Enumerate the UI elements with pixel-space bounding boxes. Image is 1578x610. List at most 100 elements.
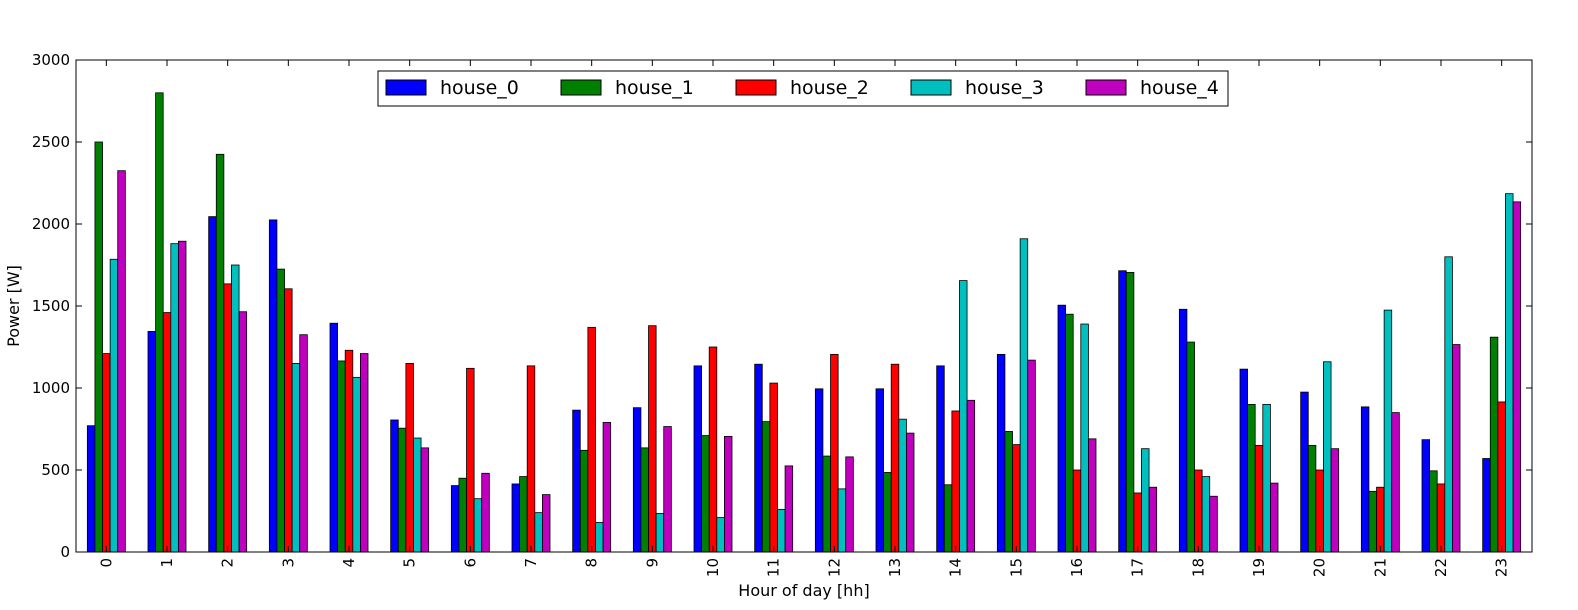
legend-label-house_3: house_3 — [965, 77, 1044, 99]
bar-house_3-17 — [1141, 448, 1150, 553]
bar-house_3-8 — [595, 522, 604, 553]
bar-house_3-0 — [109, 258, 119, 553]
legend-swatch-house_1 — [560, 79, 602, 96]
bar-house_2-0 — [102, 353, 111, 553]
bar-house_0-1 — [147, 331, 156, 553]
bar-house_1-6 — [458, 477, 467, 553]
legend-label-house_2: house_2 — [790, 77, 869, 99]
x-tick-label: 16 — [1068, 558, 1086, 577]
bar-house_4-8 — [602, 422, 612, 553]
bar-house_1-3 — [276, 268, 285, 553]
bar-house_0-3 — [268, 219, 278, 553]
bar-house_2-9 — [648, 325, 657, 553]
bar-house_4-9 — [663, 426, 672, 553]
x-tick-label: 21 — [1371, 558, 1389, 577]
bar-house_0-5 — [390, 419, 399, 553]
bar-house_0-2 — [208, 216, 217, 553]
y-tick-label: 3000 — [32, 51, 70, 69]
bar-house_1-22 — [1429, 470, 1438, 553]
bar-house_0-7 — [511, 483, 520, 553]
bar-house_4-5 — [420, 447, 430, 553]
bar-house_0-11 — [754, 363, 763, 553]
bar-house_4-21 — [1391, 412, 1400, 553]
bar-house_3-16 — [1080, 323, 1089, 553]
legend-swatch-house_2 — [735, 79, 777, 96]
legend-swatch-house_3 — [910, 79, 952, 96]
bar-house_1-2 — [215, 153, 225, 553]
x-tick-label: 0 — [97, 558, 115, 568]
bar-house_0-10 — [693, 365, 702, 553]
x-tick-label: 22 — [1432, 558, 1450, 577]
bar-house_1-9 — [640, 447, 649, 553]
y-tick-label: 0 — [60, 543, 70, 561]
bar-house_3-20 — [1323, 361, 1332, 553]
bar-house_4-15 — [1027, 359, 1036, 553]
bar-house_2-6 — [466, 367, 475, 553]
x-tick-label: 23 — [1493, 558, 1511, 577]
bar-house_3-7 — [534, 512, 543, 553]
bar-house_0-4 — [329, 322, 338, 553]
bar-house_4-3 — [299, 334, 308, 553]
bar-house_0-12 — [814, 388, 824, 553]
x-tick-label: 14 — [947, 558, 965, 577]
bar-house_1-12 — [822, 455, 831, 553]
bar-house_4-7 — [542, 494, 551, 553]
bar-house_0-15 — [996, 353, 1006, 553]
bar-house_1-23 — [1489, 336, 1499, 553]
x-tick-label: 15 — [1007, 558, 1025, 577]
x-axis-label: Hour of day [hh] — [738, 581, 869, 600]
bar-house_2-22 — [1436, 483, 1446, 553]
bar-house_4-12 — [845, 456, 854, 553]
y-tick-label: 500 — [41, 461, 70, 479]
bar-house_4-13 — [906, 432, 915, 553]
bar-house_1-21 — [1368, 490, 1377, 553]
bar-house_1-15 — [1004, 431, 1013, 553]
x-tick-label: 1 — [158, 558, 176, 568]
bar-house_0-21 — [1360, 406, 1370, 553]
legend-label-house_1: house_1 — [615, 77, 694, 99]
legend: house_0 house_1 house_2 house_3 house_4 — [377, 70, 1229, 107]
bar-house_2-19 — [1254, 444, 1264, 553]
bar-house_0-13 — [875, 388, 884, 553]
bar-house_4-0 — [117, 170, 126, 553]
bar-house_0-9 — [632, 407, 642, 553]
bar-house_1-11 — [761, 421, 771, 553]
y-axis-label: Power [W] — [4, 265, 23, 347]
bar-house_2-23 — [1497, 401, 1506, 553]
bars-layer — [86, 92, 1522, 553]
bar-house_3-18 — [1201, 476, 1211, 553]
bar-house_4-14 — [966, 399, 976, 553]
bar-house_4-2 — [238, 311, 248, 553]
bar-house_1-5 — [397, 427, 407, 553]
bar-house_3-13 — [898, 418, 907, 553]
bar-house_3-10 — [716, 517, 725, 553]
bar-house_3-14 — [959, 280, 968, 553]
bar-house_3-23 — [1505, 193, 1514, 553]
x-tick-label: 10 — [704, 558, 722, 577]
bar-house_0-6 — [450, 485, 460, 553]
bar-house_4-23 — [1512, 201, 1522, 553]
x-tick-label: 13 — [886, 558, 904, 577]
bar-house_3-12 — [837, 488, 847, 553]
bar-house_3-3 — [291, 362, 301, 553]
bar-house_2-11 — [769, 382, 778, 553]
bar-house_1-10 — [701, 435, 710, 553]
y-tick-label: 2500 — [32, 133, 70, 151]
bar-house_1-13 — [883, 472, 892, 553]
bar-house_0-19 — [1239, 368, 1248, 553]
bar-house_1-17 — [1125, 271, 1135, 553]
bar-house_4-22 — [1452, 344, 1461, 553]
bar-house_0-17 — [1118, 270, 1127, 553]
x-tick-label: 12 — [825, 558, 843, 577]
y-tick-label: 1000 — [32, 379, 70, 397]
bar-house_1-16 — [1065, 313, 1074, 553]
bar-house_2-2 — [223, 283, 232, 553]
bar-house_2-12 — [830, 353, 839, 553]
bar-house_4-16 — [1088, 438, 1097, 553]
bar-house_2-17 — [1133, 492, 1142, 553]
bar-house_1-19 — [1247, 403, 1256, 553]
x-tick-label: 18 — [1189, 558, 1207, 577]
bar-house_2-13 — [890, 363, 900, 553]
bar-house_2-4 — [344, 349, 354, 553]
